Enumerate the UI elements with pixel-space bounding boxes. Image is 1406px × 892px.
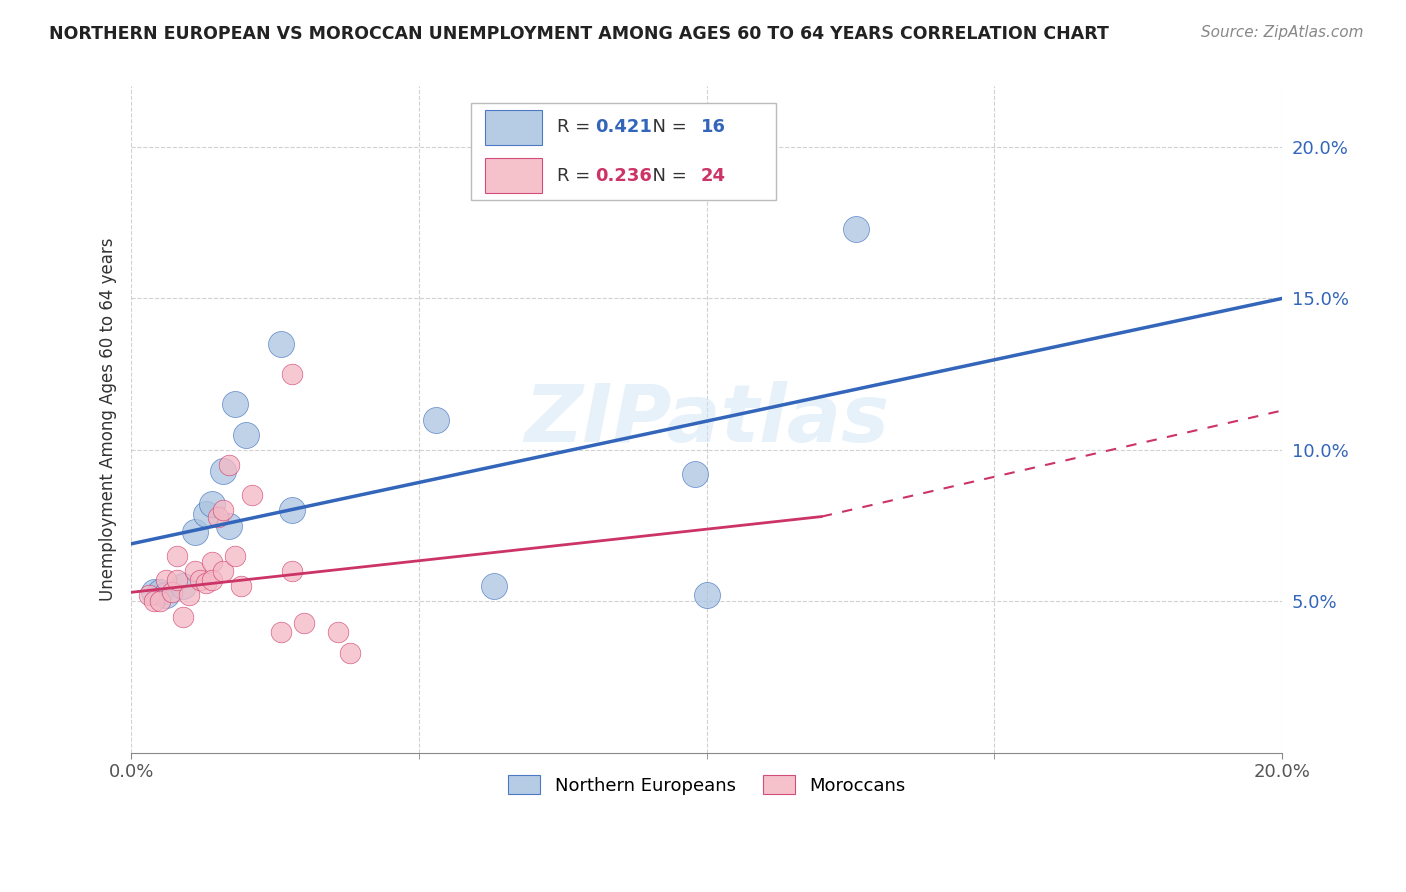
Point — [149, 594, 172, 608]
Text: 0.236: 0.236 — [595, 167, 652, 185]
Point — [229, 579, 252, 593]
Point — [166, 573, 188, 587]
Point — [201, 555, 224, 569]
Point — [143, 594, 166, 608]
Text: 0.421: 0.421 — [595, 118, 652, 136]
Text: R =: R = — [557, 167, 596, 185]
Point — [172, 609, 194, 624]
Point — [195, 507, 218, 521]
Text: R =: R = — [557, 118, 596, 136]
Text: 16: 16 — [702, 118, 725, 136]
Point — [696, 588, 718, 602]
Text: NORTHERN EUROPEAN VS MOROCCAN UNEMPLOYMENT AMONG AGES 60 TO 64 YEARS CORRELATION: NORTHERN EUROPEAN VS MOROCCAN UNEMPLOYME… — [49, 25, 1109, 43]
Point — [224, 397, 246, 411]
Text: N =: N = — [641, 167, 693, 185]
Text: Source: ZipAtlas.com: Source: ZipAtlas.com — [1201, 25, 1364, 40]
Point — [270, 624, 292, 639]
Point — [155, 573, 177, 587]
Point — [292, 615, 315, 630]
Point — [160, 585, 183, 599]
Point — [188, 573, 211, 587]
Point — [166, 549, 188, 563]
Point — [183, 524, 205, 539]
Point — [143, 585, 166, 599]
Point — [212, 564, 235, 578]
Point — [845, 221, 868, 235]
Point — [201, 573, 224, 587]
Point — [207, 509, 229, 524]
Point — [155, 588, 177, 602]
Point — [270, 337, 292, 351]
FancyBboxPatch shape — [471, 103, 776, 200]
Point — [281, 503, 304, 517]
Point — [235, 427, 257, 442]
Text: ZIPatlas: ZIPatlas — [524, 381, 889, 458]
Point — [212, 464, 235, 478]
Point — [482, 579, 505, 593]
Point — [212, 503, 235, 517]
Text: N =: N = — [641, 118, 693, 136]
Point — [281, 367, 304, 381]
Point — [425, 412, 447, 426]
Point — [683, 467, 706, 482]
Point — [339, 646, 361, 660]
FancyBboxPatch shape — [485, 158, 543, 193]
Y-axis label: Unemployment Among Ages 60 to 64 years: Unemployment Among Ages 60 to 64 years — [100, 238, 117, 601]
Point — [183, 564, 205, 578]
Point — [195, 576, 218, 591]
FancyBboxPatch shape — [485, 110, 543, 145]
Point — [281, 564, 304, 578]
Text: 24: 24 — [702, 167, 725, 185]
Point — [218, 518, 240, 533]
Point — [224, 549, 246, 563]
Point — [201, 498, 224, 512]
Point — [149, 585, 172, 599]
Point — [328, 624, 350, 639]
Point — [218, 458, 240, 472]
Point — [138, 588, 160, 602]
Point — [177, 588, 200, 602]
Point — [240, 488, 263, 502]
Legend: Northern Europeans, Moroccans: Northern Europeans, Moroccans — [499, 766, 915, 804]
Point — [172, 579, 194, 593]
